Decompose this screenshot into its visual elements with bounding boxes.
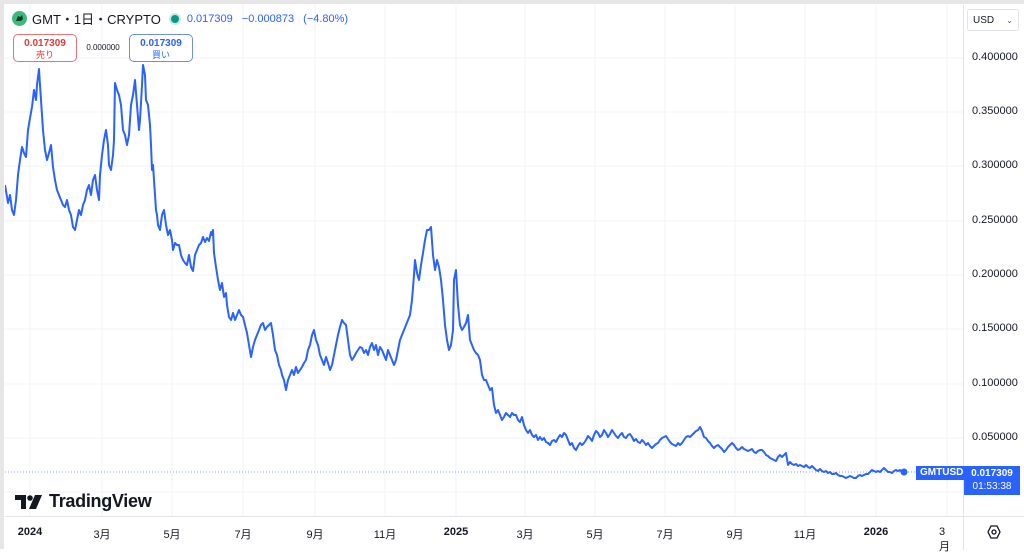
symbol-legend: GMT・1日・CRYPTO 0.017309 −0.000873 (−4.80%… [12,9,354,28]
price-line-chart [4,5,963,516]
time-tick: 11月 [793,529,817,541]
price-tick: 0.300000 [972,159,1018,171]
settings-gear-icon[interactable] [986,524,1002,540]
axis-corner [963,516,1024,550]
last-point-marker [900,468,908,476]
time-tick: 7月 [656,529,674,541]
symbol-price-tag: GMTUSD [916,466,968,480]
chevron-down-icon: ⌄ [1006,15,1013,25]
spread-value: 0.000000 [86,43,120,52]
tradingview-logo[interactable]: TradingView [15,491,152,512]
price-values: 0.017309 −0.000873 (−4.80%) [187,13,354,25]
buy-price: 0.017309 [140,38,182,49]
time-tick: 11月 [373,529,397,541]
time-tick: 9月 [306,529,324,541]
sell-button[interactable]: 0.017309 売り [13,34,77,62]
time-axis[interactable]: 2024 3月 5月 7月 9月 11月 2025 3月 5月 7月 9月 11… [5,516,963,553]
tradingview-logo-icon [15,494,42,509]
buy-label: 買い [151,50,170,60]
time-tick: 2024 [17,526,43,538]
price-tick: 0.200000 [972,268,1018,280]
gmt-coin-icon [12,11,27,26]
time-tick: 5月 [586,529,604,541]
brand-name: TradingView [49,491,152,511]
sell-label: 売り [35,50,54,60]
trade-buttons: 0.017309 売り 0.000000 0.017309 買い [13,34,193,62]
time-tick: 2026 [863,526,889,538]
time-tick: 2025 [443,526,469,538]
price-tick: 0.400000 [972,51,1018,63]
last-price: 0.017309 [186,12,233,25]
time-tick: 3月 [939,526,950,553]
last-price-tag-value: 0.017309 [971,468,1013,479]
buy-button[interactable]: 0.017309 買い [129,34,193,62]
price-tick: 0.050000 [972,431,1018,443]
market-status-icon [170,14,179,23]
price-tick: 0.350000 [972,105,1018,117]
price-change-pct: (−4.80%) [303,12,349,25]
price-axis[interactable]: 0.400000 0.350000 0.300000 0.250000 0.20… [963,5,1024,516]
time-tick: 9月 [726,529,744,541]
sell-price: 0.017309 [24,38,66,49]
price-tick: 0.150000 [972,322,1018,334]
price-change: −0.000873 [241,12,295,25]
currency-value: USD [973,14,995,26]
time-tick: 5月 [163,529,181,541]
last-price-tag: 0.017309 01:53:38 [964,466,1020,495]
time-tick: 3月 [516,529,534,541]
currency-selector[interactable]: USD ⌄ [967,9,1019,31]
symbol-title[interactable]: GMT・1日・CRYPTO [32,12,161,27]
price-tick: 0.250000 [972,214,1018,226]
time-tick: 3月 [93,529,111,541]
price-tick: 0.100000 [972,377,1018,389]
chart-plot-area[interactable] [4,5,963,516]
bar-countdown: 01:53:38 [972,481,1012,492]
price-series-line [4,64,904,479]
time-tick: 7月 [234,529,252,541]
